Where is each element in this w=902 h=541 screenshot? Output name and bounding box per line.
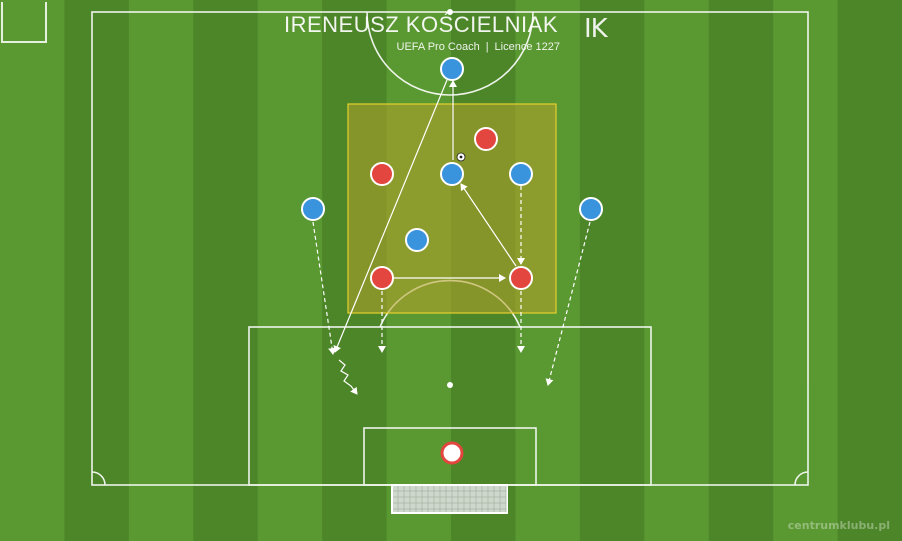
player-blue <box>405 228 429 252</box>
players <box>301 57 603 290</box>
player-blue <box>440 57 464 81</box>
player-blue <box>440 162 464 186</box>
player-blue <box>509 162 533 186</box>
centre-spot <box>447 9 453 15</box>
grass-stripe <box>0 0 65 541</box>
credential-label: UEFA Pro Coach <box>396 41 480 53</box>
corner-arc-right <box>794 471 809 486</box>
player-red <box>370 162 394 186</box>
grass-stripe <box>128 0 194 541</box>
player-red <box>370 266 394 290</box>
pass-arrows <box>333 79 517 353</box>
grass-stripe <box>257 0 323 541</box>
run-arrows <box>312 186 591 386</box>
grass-stripe <box>773 0 839 541</box>
goalkeeper <box>440 441 464 465</box>
corner-arc-left <box>91 471 106 486</box>
grass-stripe <box>837 0 902 541</box>
logo-text: IK <box>584 14 608 44</box>
coach-name: IRENEUSZ KOŚCIELNIAK <box>283 12 559 37</box>
centre-circle <box>366 11 534 96</box>
grass-stripe <box>64 0 130 541</box>
player-blue <box>579 197 603 221</box>
ik-logo-icon <box>1 2 47 43</box>
run-arrow <box>312 221 337 355</box>
licence-label: Licence 1227 <box>494 41 560 53</box>
ball-icon <box>456 152 466 162</box>
grass-stripe <box>708 0 774 541</box>
player-red <box>474 127 498 151</box>
grass-stripe <box>193 0 259 541</box>
grass-stripe <box>579 0 645 541</box>
run-arrow <box>545 221 591 386</box>
credential-separator: | <box>485 41 489 53</box>
player-blue <box>301 197 325 221</box>
watermark: centrumklubu.pl <box>787 519 890 532</box>
goal-net <box>391 484 508 514</box>
pass-arrow <box>460 183 517 267</box>
grass-stripe <box>644 0 710 541</box>
dribble-arrow <box>338 359 358 395</box>
pass-arrow <box>333 79 448 353</box>
player-red <box>509 266 533 290</box>
penalty-spot <box>447 382 453 388</box>
coach-credentials: UEFA Pro Coach | Licence 1227 <box>360 41 560 53</box>
